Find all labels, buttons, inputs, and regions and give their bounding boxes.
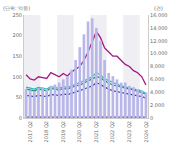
svg-text:10,000: 10,000 [150, 50, 168, 56]
svg-text:2018 Q2: 2018 Q2 [43, 121, 49, 142]
svg-text:2019 Q2: 2019 Q2 [60, 121, 66, 142]
svg-text:6,000: 6,000 [150, 76, 164, 82]
svg-text:0: 0 [19, 115, 22, 121]
svg-text:0: 0 [150, 115, 153, 121]
svg-text:(건): (건) [154, 5, 163, 11]
svg-text:14,000: 14,000 [150, 25, 168, 31]
svg-text:2023 Q2: 2023 Q2 [126, 121, 132, 142]
svg-text:2021 Q2: 2021 Q2 [93, 121, 99, 142]
svg-text:50: 50 [16, 94, 22, 100]
svg-text:4,000: 4,000 [150, 89, 164, 95]
svg-text:2020 Q2: 2020 Q2 [76, 121, 82, 142]
svg-text:8,000: 8,000 [150, 63, 164, 69]
svg-text:200: 200 [12, 32, 22, 38]
svg-text:150: 150 [12, 53, 22, 59]
svg-text:100: 100 [12, 74, 22, 80]
svg-text:12,000: 12,000 [150, 38, 168, 44]
svg-text:(단위: 억원): (단위: 억원) [3, 5, 30, 11]
svg-text:2,000: 2,000 [150, 102, 164, 108]
svg-text:2024 Q2: 2024 Q2 [143, 121, 149, 142]
svg-text:2017 Q2: 2017 Q2 [27, 121, 33, 142]
svg-text:250: 250 [12, 12, 22, 18]
svg-text:16,000: 16,000 [150, 12, 168, 18]
svg-text:2022 Q2: 2022 Q2 [109, 121, 115, 142]
